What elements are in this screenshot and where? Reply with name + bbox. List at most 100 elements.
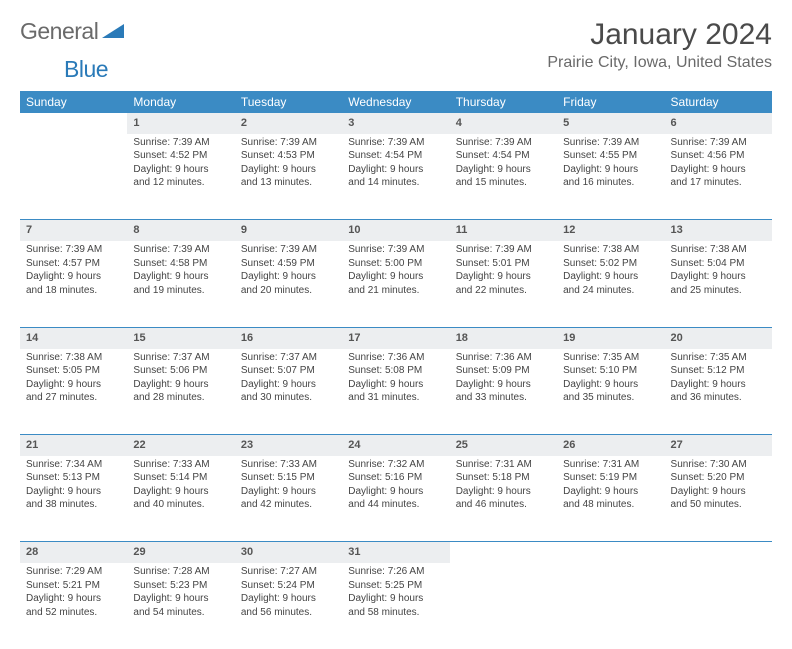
- daynum-cell: 29: [127, 542, 234, 563]
- day-cell-body: Sunrise: 7:34 AMSunset: 5:13 PMDaylight:…: [20, 456, 127, 518]
- daynum-cell: 25: [450, 435, 557, 456]
- day-cell-body: Sunrise: 7:39 AMSunset: 4:59 PMDaylight:…: [235, 241, 342, 303]
- day-cell-body: Sunrise: 7:31 AMSunset: 5:18 PMDaylight:…: [450, 456, 557, 518]
- logo-text-b: Blue: [64, 56, 108, 82]
- day-info-line: Sunset: 5:20 PM: [671, 471, 766, 485]
- day-info-line: Sunset: 4:52 PM: [133, 149, 228, 163]
- day-cell-body: Sunrise: 7:39 AMSunset: 4:58 PMDaylight:…: [127, 241, 234, 303]
- daynum-cell: 1: [127, 113, 234, 134]
- day-number: 3: [342, 113, 449, 134]
- day-info-line: Daylight: 9 hours: [241, 163, 336, 177]
- daynum-cell: 27: [665, 435, 772, 456]
- day-info-line: Daylight: 9 hours: [348, 592, 443, 606]
- day-number: 4: [450, 113, 557, 134]
- day-info-line: Daylight: 9 hours: [133, 592, 228, 606]
- day-info-line: Daylight: 9 hours: [133, 485, 228, 499]
- day-info-line: Sunset: 4:54 PM: [456, 149, 551, 163]
- day-cell-body: Sunrise: 7:37 AMSunset: 5:06 PMDaylight:…: [127, 349, 234, 411]
- day-info-line: Sunrise: 7:27 AM: [241, 565, 336, 579]
- daynum-cell: 14: [20, 327, 127, 348]
- day-cell: [665, 563, 772, 649]
- week-body-row: Sunrise: 7:39 AMSunset: 4:57 PMDaylight:…: [20, 241, 772, 327]
- day-info-line: Sunrise: 7:28 AM: [133, 565, 228, 579]
- day-number: 24: [342, 435, 449, 456]
- day-info-line: and 38 minutes.: [26, 498, 121, 512]
- day-info-line: Sunset: 5:04 PM: [671, 257, 766, 271]
- day-number: 20: [665, 328, 772, 349]
- day-info-line: Daylight: 9 hours: [456, 163, 551, 177]
- day-cell-body: Sunrise: 7:31 AMSunset: 5:19 PMDaylight:…: [557, 456, 664, 518]
- day-info-line: Sunrise: 7:36 AM: [348, 351, 443, 365]
- day-info-line: and 21 minutes.: [348, 284, 443, 298]
- day-info-line: Sunset: 4:54 PM: [348, 149, 443, 163]
- day-info-line: Sunrise: 7:38 AM: [671, 243, 766, 257]
- day-info-line: and 36 minutes.: [671, 391, 766, 405]
- day-cell-body: Sunrise: 7:27 AMSunset: 5:24 PMDaylight:…: [235, 563, 342, 625]
- daynum-cell: [557, 542, 664, 563]
- day-info-line: and 35 minutes.: [563, 391, 658, 405]
- day-cell: Sunrise: 7:31 AMSunset: 5:18 PMDaylight:…: [450, 456, 557, 542]
- day-header: Friday: [557, 91, 664, 113]
- daynum-cell: 18: [450, 327, 557, 348]
- day-cell-body: Sunrise: 7:36 AMSunset: 5:09 PMDaylight:…: [450, 349, 557, 411]
- daynum-cell: 13: [665, 220, 772, 241]
- day-cell: Sunrise: 7:39 AMSunset: 5:00 PMDaylight:…: [342, 241, 449, 327]
- day-cell: [20, 134, 127, 220]
- day-cell: Sunrise: 7:36 AMSunset: 5:08 PMDaylight:…: [342, 349, 449, 435]
- day-info-line: Sunrise: 7:39 AM: [563, 136, 658, 150]
- day-cell: Sunrise: 7:39 AMSunset: 4:57 PMDaylight:…: [20, 241, 127, 327]
- day-number: 5: [557, 113, 664, 134]
- day-number: 23: [235, 435, 342, 456]
- day-cell-body: Sunrise: 7:39 AMSunset: 5:01 PMDaylight:…: [450, 241, 557, 303]
- day-cell-body: Sunrise: 7:39 AMSunset: 4:56 PMDaylight:…: [665, 134, 772, 196]
- daynum-cell: 20: [665, 327, 772, 348]
- day-info-line: Daylight: 9 hours: [133, 270, 228, 284]
- location-text: Prairie City, Iowa, United States: [547, 54, 772, 72]
- day-info-line: Sunrise: 7:29 AM: [26, 565, 121, 579]
- title-block: January 2024 Prairie City, Iowa, United …: [547, 18, 772, 72]
- day-info-line: Daylight: 9 hours: [348, 378, 443, 392]
- day-info-line: and 20 minutes.: [241, 284, 336, 298]
- day-cell-body: Sunrise: 7:39 AMSunset: 4:54 PMDaylight:…: [450, 134, 557, 196]
- week-body-row: Sunrise: 7:39 AM Sunset: 4:52 PM Daylight:…: [20, 134, 772, 220]
- daynum-cell: 17: [342, 327, 449, 348]
- day-info-line: and 54 minutes.: [133, 606, 228, 620]
- day-info-line: Sunrise: 7:31 AM: [563, 458, 658, 472]
- day-cell: Sunrise: 7:39 AMSunset: 4:56 PMDaylight:…: [665, 134, 772, 220]
- day-info-line: Daylight: 9 hours: [563, 163, 658, 177]
- daynum-cell: 23: [235, 435, 342, 456]
- day-info-line: Daylight: 9 hours: [241, 592, 336, 606]
- day-info-line: Sunset: 4:58 PM: [133, 257, 228, 271]
- week-body-row: Sunrise: 7:38 AMSunset: 5:05 PMDaylight:…: [20, 349, 772, 435]
- day-info-line: and 15 minutes.: [456, 176, 551, 190]
- day-info-line: Sunset: 5:07 PM: [241, 364, 336, 378]
- day-info-line: Sunset: 5:08 PM: [348, 364, 443, 378]
- day-info-line: Sunrise: 7:39 AM: [26, 243, 121, 257]
- day-info-line: Sunset: 5:01 PM: [456, 257, 551, 271]
- day-number: 10: [342, 220, 449, 241]
- day-number: 11: [450, 220, 557, 241]
- day-info-line: Sunrise: 7:33 AM: [133, 458, 228, 472]
- day-info-line: and 52 minutes.: [26, 606, 121, 620]
- day-number: 6: [665, 113, 772, 134]
- day-cell: Sunrise: 7:39 AMSunset: 4:58 PMDaylight:…: [127, 241, 234, 327]
- day-number: 27: [665, 435, 772, 456]
- day-number: 18: [450, 328, 557, 349]
- day-header: Wednesday: [342, 91, 449, 113]
- day-info-line: and 16 minutes.: [563, 176, 658, 190]
- day-info-line: Daylight: 9 hours: [563, 270, 658, 284]
- day-info-line: Daylight: 9 hours: [26, 485, 121, 499]
- day-number: 28: [20, 542, 127, 563]
- logo-text-a: General: [20, 18, 98, 45]
- day-cell: Sunrise: 7:39 AMSunset: 4:54 PMDaylight:…: [342, 134, 449, 220]
- day-number: [557, 542, 664, 548]
- day-info-line: Sunrise: 7:37 AM: [133, 351, 228, 365]
- daynum-cell: 21: [20, 435, 127, 456]
- day-cell: Sunrise: 7:31 AMSunset: 5:19 PMDaylight:…: [557, 456, 664, 542]
- daynum-cell: 31: [342, 542, 449, 563]
- daynum-cell: 24: [342, 435, 449, 456]
- daynum-cell: 16: [235, 327, 342, 348]
- day-info-line: Sunrise: 7:34 AM: [26, 458, 121, 472]
- day-number: [665, 542, 772, 548]
- day-info-line: Sunset: 5:23 PM: [133, 579, 228, 593]
